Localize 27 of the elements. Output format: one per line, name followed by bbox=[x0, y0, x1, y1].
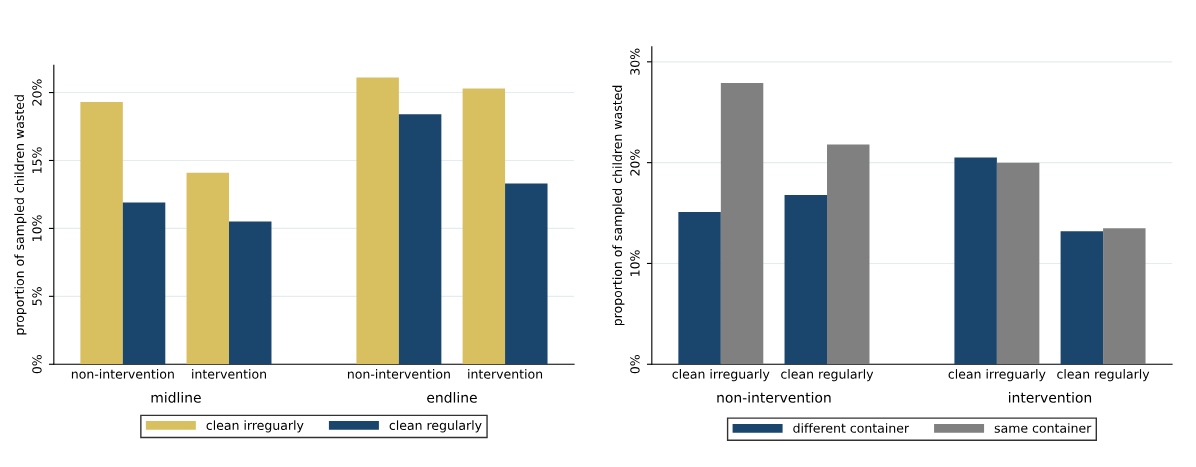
y-tick-label: 5% bbox=[32, 287, 42, 306]
y-tick-label: 30% bbox=[630, 48, 640, 75]
legend-label: clean regularly bbox=[389, 420, 482, 433]
legend-label: clean irreguarly bbox=[206, 420, 304, 433]
y-tick-label: 15% bbox=[32, 147, 42, 173]
legend-label: different container bbox=[793, 423, 910, 433]
y-axis-title: proportion of sampled children wasted bbox=[612, 85, 625, 326]
y-tick-label: 20% bbox=[32, 79, 42, 106]
y-tick-label: 0% bbox=[630, 355, 640, 374]
text: intervention bbox=[1009, 392, 1092, 403]
y-tick-label: 20% bbox=[630, 149, 640, 176]
x-tick-label: clean regularly bbox=[1057, 369, 1150, 382]
text: midline bbox=[151, 392, 201, 403]
text: non-intervention bbox=[717, 392, 831, 403]
x-tick-label: clean regularly bbox=[781, 369, 874, 382]
x-tick-label: clean irreguarly bbox=[672, 369, 770, 382]
x-tick-label: clean irreguarly bbox=[948, 369, 1046, 382]
x-tick-label: non-intervention bbox=[347, 369, 450, 379]
x-tick-label: non-intervention bbox=[71, 369, 174, 379]
y-tick-label: 0% bbox=[32, 355, 42, 374]
x-tick-label: intervention bbox=[468, 369, 543, 379]
y-tick-label: 10% bbox=[32, 215, 42, 241]
y-axis-title: proportion of sampled children wasted bbox=[14, 95, 27, 335]
x-tick-label: intervention bbox=[192, 369, 266, 379]
y-tick-label: 10% bbox=[630, 250, 640, 276]
text: endline bbox=[427, 392, 477, 403]
legend-label: same container bbox=[994, 423, 1092, 433]
